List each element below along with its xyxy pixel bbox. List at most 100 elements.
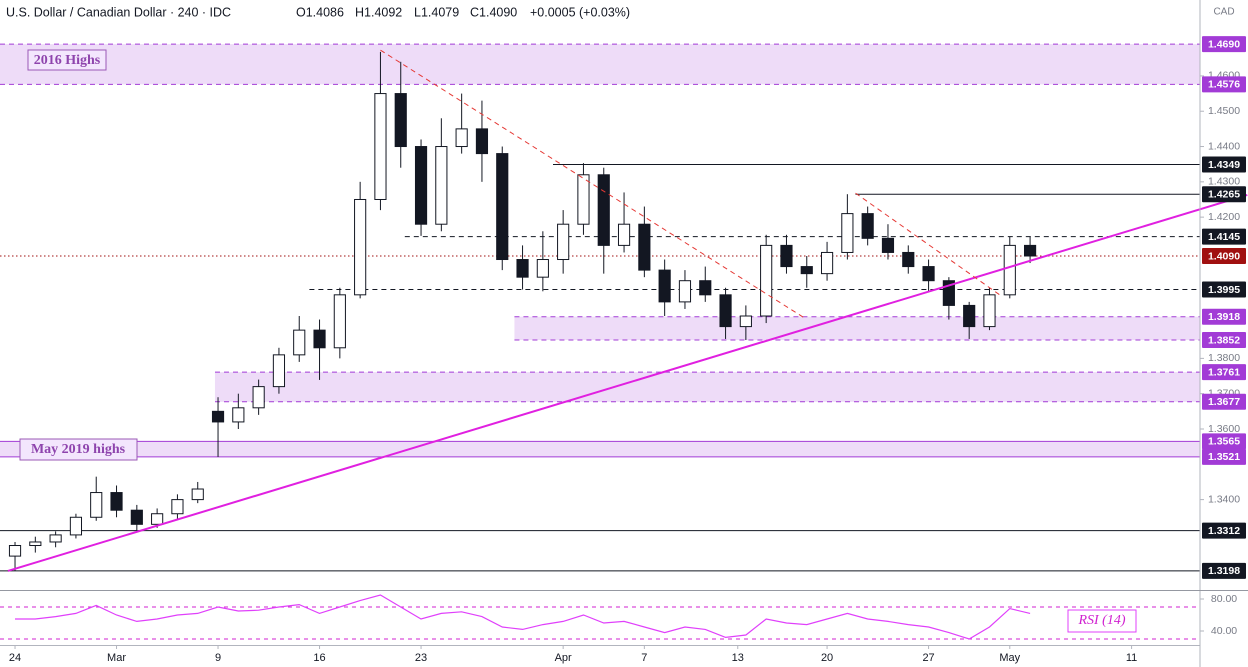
price-label-bg xyxy=(1202,228,1246,245)
x-tick-label: Mar xyxy=(107,652,126,664)
x-tick-label: 13 xyxy=(732,652,744,664)
price-label-bg xyxy=(1202,308,1246,325)
x-tick-label: 23 xyxy=(415,652,427,664)
y-tick-label: 1.4200 xyxy=(1208,211,1240,223)
annotation-box xyxy=(1067,609,1137,633)
x-tick-label: 11 xyxy=(1126,652,1137,664)
y-tick-label: 1.4500 xyxy=(1208,105,1240,117)
trendline xyxy=(380,49,806,319)
price-label: 1.3918 xyxy=(1208,311,1240,323)
price-label: 1.4690 xyxy=(1208,38,1240,50)
trendline xyxy=(855,192,1000,296)
candle-body xyxy=(597,174,610,246)
ohlc-low: L1.4079 xyxy=(414,5,459,19)
candle-body xyxy=(861,213,874,239)
trendlines xyxy=(7,49,1248,572)
x-tick-label: Apr xyxy=(555,652,572,664)
price-label: 1.4349 xyxy=(1208,159,1240,171)
annotation-box xyxy=(19,438,138,461)
y-tick-label: 1.3800 xyxy=(1208,352,1240,364)
price-label-bg xyxy=(1202,186,1246,203)
x-tick-label: 9 xyxy=(215,652,221,664)
candle-body xyxy=(435,146,448,225)
x-tick-label: 27 xyxy=(922,652,934,664)
candle-body xyxy=(800,266,813,275)
candle-body xyxy=(516,259,529,278)
rsi-line xyxy=(15,594,1031,640)
price-label-bg xyxy=(1202,76,1246,93)
trendline xyxy=(7,193,1248,572)
zone xyxy=(0,441,1200,457)
price-label-bg xyxy=(1202,156,1246,173)
candle-body xyxy=(293,329,306,356)
candle-body xyxy=(881,237,895,253)
candle-body xyxy=(130,509,143,525)
candle-body xyxy=(760,244,773,317)
zone xyxy=(0,44,1200,85)
price-label: 1.3761 xyxy=(1208,366,1240,378)
price-label: 1.3852 xyxy=(1208,334,1240,346)
candle-body xyxy=(780,244,793,268)
y-tick-label: 1.4400 xyxy=(1208,140,1240,152)
price-label-bg xyxy=(1202,393,1246,410)
candle-body xyxy=(211,410,225,423)
price-label: 1.3677 xyxy=(1208,396,1240,408)
annotation: May 2019 highs xyxy=(31,442,126,457)
candle-body xyxy=(394,93,407,148)
price-label-bg xyxy=(1202,522,1246,539)
candle-body xyxy=(232,407,245,423)
candle-body xyxy=(699,280,712,296)
price-label-bg xyxy=(1202,36,1246,53)
price-label-bg xyxy=(1202,448,1246,465)
levels xyxy=(0,164,1200,572)
candle-body xyxy=(110,492,123,511)
chart-title: U.S. Dollar / Canadian Dollar · 240 · ID… xyxy=(6,5,231,19)
candle-body xyxy=(414,146,428,225)
x-tick-label: 16 xyxy=(313,652,325,664)
candle-body xyxy=(942,280,955,306)
annotation: 2016 Highs xyxy=(34,53,101,68)
candle-body xyxy=(374,93,387,200)
price-label: 1.3521 xyxy=(1208,451,1240,463)
candle-body xyxy=(313,329,326,349)
candle-body xyxy=(69,516,83,536)
price-label: 1.4145 xyxy=(1208,231,1240,243)
y-tick-label: 1.3400 xyxy=(1208,493,1240,505)
ohlc-change: +0.0005 (+0.03%) xyxy=(530,5,630,19)
candle-body xyxy=(577,174,590,225)
annotation: RSI (14) xyxy=(1077,613,1125,628)
candle-body xyxy=(29,541,42,547)
candle-body xyxy=(719,294,732,328)
candle-body xyxy=(557,223,570,261)
candle-body xyxy=(617,223,631,246)
price-label: 1.3995 xyxy=(1208,284,1240,296)
price-label: 1.4576 xyxy=(1208,79,1240,91)
candle-body xyxy=(90,492,103,518)
candle-body xyxy=(1003,244,1016,296)
currency-label: CAD xyxy=(1213,7,1234,18)
price-label: 1.3565 xyxy=(1208,436,1240,448)
y-tick-label: 1.3600 xyxy=(1208,423,1240,435)
candle-body xyxy=(963,304,976,328)
price-label-bg xyxy=(1202,332,1246,349)
x-tick-label: 24 xyxy=(9,652,21,664)
rsi-tick-label: 40.00 xyxy=(1211,625,1237,637)
candle-body xyxy=(171,499,184,515)
candle-body xyxy=(678,280,692,303)
candle-body xyxy=(455,128,468,148)
candle-body xyxy=(191,488,204,501)
candle-body xyxy=(496,153,509,261)
price-label-bg xyxy=(1202,364,1246,381)
x-tick-label: 7 xyxy=(641,652,647,664)
price-label-bg xyxy=(1202,433,1246,450)
price-label: 1.4090 xyxy=(1208,250,1240,262)
zone xyxy=(214,372,1200,402)
candle-body xyxy=(983,294,996,328)
rsi-tick-label: 80.00 xyxy=(1211,593,1237,605)
candles xyxy=(8,51,1037,571)
candle-body xyxy=(8,545,22,557)
price-label-bg xyxy=(1202,247,1246,264)
